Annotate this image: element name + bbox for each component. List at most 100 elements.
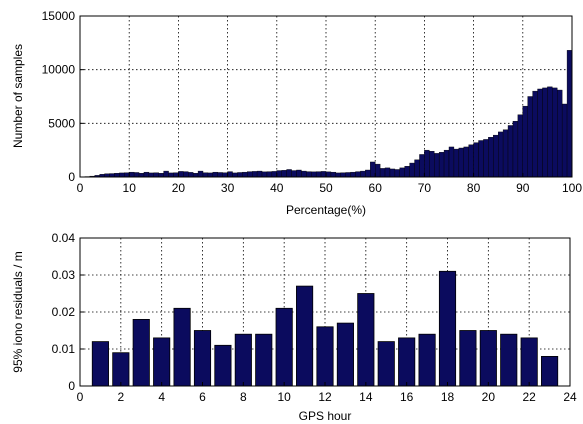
bar <box>384 167 391 178</box>
bar <box>522 105 528 178</box>
bar <box>163 170 169 178</box>
x-tick-label: 22 <box>522 390 536 404</box>
bar <box>132 318 150 387</box>
bar <box>434 153 440 178</box>
bar <box>242 171 248 178</box>
x-tick-label: 60 <box>369 181 383 195</box>
bar <box>222 172 228 178</box>
bar <box>234 333 252 387</box>
bar <box>112 352 130 387</box>
bar <box>247 171 253 178</box>
bar <box>502 129 509 178</box>
bar <box>488 137 494 178</box>
bar <box>493 134 499 178</box>
top-ticks: 0 10 20 30 40 50 60 70 80 90 100 0 5000 10000 15000 <box>42 9 583 195</box>
bar <box>478 140 484 178</box>
bar <box>261 171 268 178</box>
x-tick-label: 70 <box>418 181 432 195</box>
x-tick-label: 40 <box>270 181 284 195</box>
bar <box>520 337 538 387</box>
y-tick-label: 0 <box>68 170 75 184</box>
bar <box>419 154 425 178</box>
bar <box>398 337 416 387</box>
bar <box>109 173 115 178</box>
x-tick-label: 20 <box>172 181 186 195</box>
bar <box>350 171 356 178</box>
x-tick-label: 10 <box>123 181 137 195</box>
x-tick-label: 4 <box>158 390 165 404</box>
bar <box>541 355 559 387</box>
bar <box>552 87 558 178</box>
x-tick-label: 24 <box>563 390 577 404</box>
bar <box>479 330 497 387</box>
bar <box>153 337 171 387</box>
bar <box>355 171 361 178</box>
bar <box>561 103 568 178</box>
bar <box>345 172 351 178</box>
bar <box>271 171 278 178</box>
x-tick-label: 14 <box>359 390 373 404</box>
bar <box>566 50 573 178</box>
bar <box>389 168 396 178</box>
y-tick-label: 5000 <box>48 116 75 130</box>
bar <box>483 139 489 178</box>
bar <box>251 171 258 178</box>
x-tick-label: 100 <box>562 181 582 195</box>
bar <box>459 330 477 387</box>
bar <box>119 172 125 178</box>
bar <box>365 169 371 178</box>
bar <box>281 170 287 178</box>
bar <box>178 171 184 178</box>
bar <box>256 170 263 178</box>
bar <box>114 173 120 178</box>
bar <box>414 159 420 178</box>
bar <box>542 87 548 178</box>
bar <box>315 171 322 178</box>
bar <box>237 172 243 178</box>
bar <box>232 172 238 178</box>
bar <box>418 333 436 387</box>
y-tick-label: 10000 <box>42 63 76 77</box>
bar <box>183 171 189 178</box>
bar <box>143 171 150 178</box>
y-tick-label: 0.01 <box>52 342 76 356</box>
y-tick-label: 0.03 <box>52 268 76 282</box>
bar <box>197 170 204 178</box>
top-gridlines <box>80 16 572 177</box>
y-tick-label: 0.02 <box>52 305 76 319</box>
bar <box>468 144 474 178</box>
bar <box>463 146 469 178</box>
bar <box>512 120 519 178</box>
bar <box>357 293 375 387</box>
bar <box>133 172 140 178</box>
bar <box>255 333 273 387</box>
top-chart: 0 10 20 30 40 50 60 70 80 90 100 0 5000 10000 15000 Pe… <box>11 9 582 217</box>
x-tick-label: 80 <box>467 181 481 195</box>
bar <box>453 148 460 178</box>
bar <box>207 172 214 178</box>
bar <box>193 330 212 387</box>
bar <box>301 170 307 178</box>
bar <box>370 161 376 178</box>
bar <box>438 270 457 387</box>
x-tick-label: 18 <box>441 390 455 404</box>
bar <box>424 149 430 178</box>
bar <box>168 172 174 178</box>
bar <box>409 162 415 178</box>
bar <box>547 86 553 178</box>
x-tick-label: 20 <box>482 390 496 404</box>
bar <box>500 333 518 387</box>
bar <box>458 147 464 178</box>
bar <box>202 172 209 178</box>
bar <box>336 322 354 387</box>
x-tick-label: 0 <box>77 390 84 404</box>
bottom-y-axis-label: 95% iono residuals / m <box>11 251 25 372</box>
bar <box>320 171 327 178</box>
bar <box>276 170 282 178</box>
y-tick-label: 0.04 <box>52 231 76 245</box>
x-tick-label: 16 <box>400 390 414 404</box>
x-tick-label: 6 <box>199 390 206 404</box>
bar <box>173 307 191 387</box>
bar <box>360 170 366 178</box>
